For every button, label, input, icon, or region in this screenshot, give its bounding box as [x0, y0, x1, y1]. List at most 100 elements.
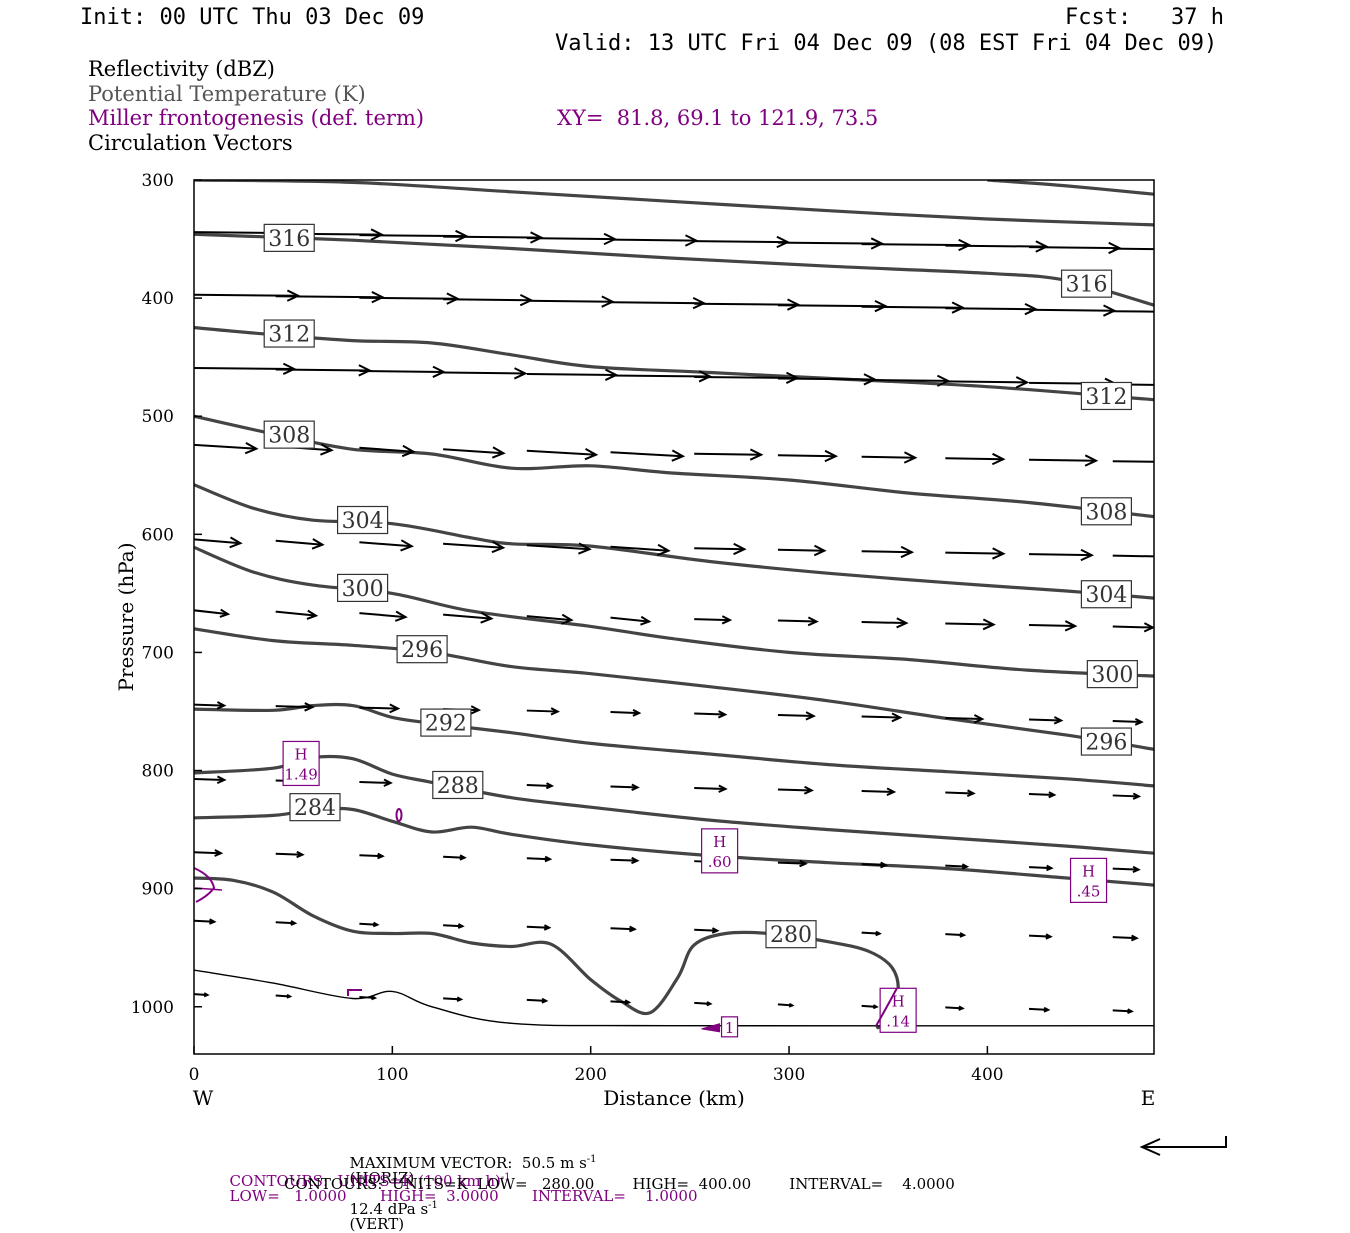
vector-shaft [610, 616, 650, 623]
contour-label-304: 304 [1085, 583, 1127, 608]
vector-head [541, 997, 549, 1004]
vector-head [1143, 622, 1154, 633]
contour-label-312: 312 [268, 323, 310, 348]
circulation-vector [194, 701, 227, 710]
vector-shaft [777, 788, 812, 792]
vector-head [296, 850, 305, 859]
vector-shaft [945, 380, 1028, 384]
vector-head [961, 863, 970, 870]
vector-head [1084, 454, 1099, 467]
circulation-vector [526, 368, 619, 381]
vector-shaft [861, 378, 949, 382]
vector-head [229, 536, 243, 549]
theta-contour-280 [194, 876, 900, 1030]
circulation-vector [359, 365, 446, 378]
circulation-vector [610, 709, 642, 717]
vector-shaft [861, 715, 901, 719]
circulation-vector [275, 538, 325, 550]
vector-head [671, 449, 686, 462]
frontogenesis-contour-dot [395, 808, 403, 822]
vector-shaft [945, 933, 965, 937]
vector-head [900, 545, 915, 559]
y-tick-label: 600 [142, 525, 174, 545]
vector-shaft [359, 446, 414, 453]
vector-shaft [861, 1004, 877, 1008]
vector-shaft [526, 783, 552, 787]
vector-head [304, 702, 315, 712]
contour-label-296: 296 [1085, 731, 1127, 756]
vector-shaft [694, 452, 762, 456]
vector-shaft [1112, 720, 1142, 724]
circulation-vector [777, 616, 819, 627]
vector-head [401, 444, 416, 458]
frontogenesis-contours-exp: -1 [500, 1172, 511, 1183]
vector-shaft [945, 717, 983, 721]
vector-shaft [275, 921, 296, 925]
x-tick-label: 300 [773, 1065, 805, 1085]
circulation-vector [694, 542, 747, 556]
circulation-vector [861, 451, 918, 464]
circulation-vector [275, 993, 293, 999]
circulation-vector [526, 855, 553, 863]
circulation-vector [1029, 304, 1117, 317]
vector-shaft [194, 538, 241, 545]
vector-head [383, 778, 393, 787]
vector-head [480, 611, 494, 624]
circulation-vector [1028, 933, 1053, 940]
vector-head [1080, 548, 1095, 562]
vector-shaft [359, 296, 458, 300]
circulation-vector [526, 448, 599, 461]
vector-shaft [359, 854, 383, 858]
vector-shaft [694, 547, 745, 551]
vector-head [799, 859, 808, 868]
circulation-vector [526, 782, 555, 790]
vector-shaft [194, 851, 221, 855]
vector-shaft [777, 619, 817, 623]
circulation-vector [945, 618, 996, 631]
legend-xy-endpoints: XY= 81.8, 69.1 to 121.9, 73.5 [557, 106, 879, 130]
vector-head [1048, 791, 1057, 799]
vector-shaft [526, 709, 558, 713]
contour-label-300: 300 [342, 577, 384, 602]
frontogenesis-contour-left [193, 867, 216, 903]
legend-reflectivity: Reflectivity (dBZ) [88, 57, 276, 81]
vector-shaft [443, 855, 465, 859]
vector-shaft [194, 703, 225, 707]
vector-shaft [1028, 1007, 1049, 1011]
east-label: E [1141, 1086, 1156, 1110]
vector-head [966, 789, 976, 798]
circulation-vector [610, 234, 699, 247]
vector-shaft [777, 861, 806, 865]
vector-head [896, 617, 909, 629]
theta-contour-316 [194, 232, 1154, 307]
vector-shaft [1029, 246, 1120, 250]
circulation-vector [443, 446, 506, 459]
y-tick-label: 400 [142, 289, 174, 309]
vector-shaft [526, 449, 597, 456]
circulation-vector [861, 1004, 879, 1010]
max-vector-vert-tail: (VERT) [349, 1215, 405, 1233]
vector-shaft [359, 995, 375, 999]
vector-shaft [526, 857, 551, 861]
vector-shaft [945, 551, 1004, 555]
circulation-vector [694, 710, 728, 719]
x-tick-label: 200 [574, 1065, 606, 1085]
vector-shaft [1112, 1009, 1132, 1013]
y-tick-label: 900 [142, 880, 174, 900]
vector-head [706, 1001, 713, 1007]
vector-shaft [610, 451, 683, 458]
circulation-vector [777, 711, 816, 721]
contour-label-288: 288 [437, 774, 479, 799]
vector-head [1132, 792, 1142, 800]
vector-shaft [275, 994, 291, 998]
vector-head [872, 1004, 879, 1010]
frontogenesis-h-label: H [295, 745, 308, 763]
vector-head [1132, 865, 1141, 874]
vector-shaft [610, 927, 635, 931]
contour-label-316: 316 [268, 227, 310, 252]
vector-head [903, 451, 918, 464]
vector-shaft [861, 550, 912, 554]
vector-shaft [526, 299, 613, 303]
contour-label-292: 292 [425, 712, 467, 737]
vector-head [631, 783, 640, 791]
